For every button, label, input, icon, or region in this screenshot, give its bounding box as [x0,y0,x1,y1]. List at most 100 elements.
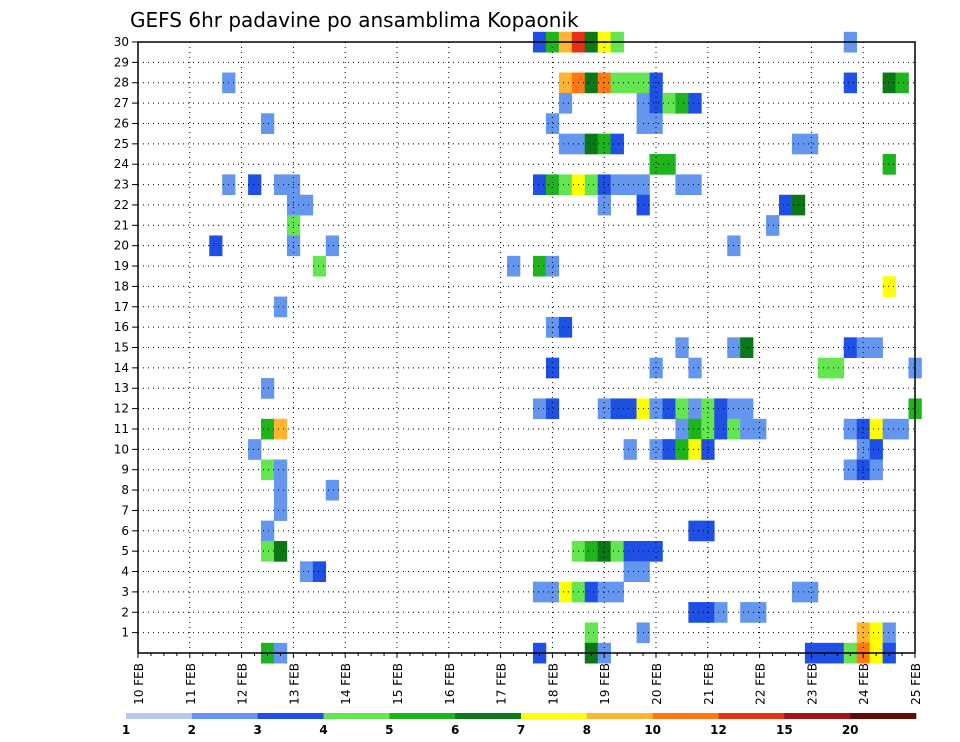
cell-17 [843,72,858,94]
cell-95 [662,398,676,420]
cell-48 [584,174,599,196]
cell-72 [273,296,288,318]
cell-29 [649,113,663,134]
cell-147 [312,561,327,583]
cell-154 [584,581,599,603]
cell-44 [532,174,547,196]
cell-9 [558,72,573,94]
cell-132 [325,479,340,501]
cell-22 [649,92,663,114]
cell-23 [662,92,676,114]
colorbar-label-5: 5 [385,723,393,737]
cell-71 [882,276,896,297]
colorbar-swatch-3 [323,713,390,719]
y-tick-label-14: 14 [114,361,129,375]
cell-148 [623,561,637,583]
cell-131 [273,479,288,501]
cell-25 [688,92,702,114]
cell-136 [701,520,715,542]
cell-45 [545,174,560,196]
y-tick-label-12: 12 [114,402,129,416]
y-tick-label-13: 13 [114,381,129,395]
cell-107 [701,418,715,440]
cell-118 [623,439,637,460]
x-tick-label: 23 FEB [805,663,819,705]
cell-98 [701,398,715,420]
cell-11 [584,72,599,94]
cell-13 [610,72,624,94]
cell-119 [649,439,663,460]
y-tick-label-26: 26 [114,116,129,130]
cell-92 [623,398,637,420]
cell-156 [610,581,624,603]
y-tick-label-24: 24 [114,157,129,171]
cell-121 [675,439,689,460]
colorbar-swatch-11 [850,713,917,719]
cell-103 [261,418,275,440]
cell-89 [545,398,560,420]
y-tick-label-7: 7 [121,503,129,517]
cell-150 [532,581,547,603]
x-tick-label: 25 FEB [909,663,923,705]
cell-106 [688,418,702,440]
cell-26 [261,113,275,134]
colorbar-label-2: 2 [188,723,196,737]
cell-122 [688,439,702,460]
y-tick-label-3: 3 [121,585,129,599]
cell-67 [312,255,327,277]
cell-146 [299,561,314,583]
cell-33 [597,133,611,155]
colorbar-swatch-10 [784,713,851,719]
cell-74 [558,316,573,338]
x-tick-label: 14 FEB [339,663,353,705]
cell-123 [701,439,715,460]
y-tick-label-30: 30 [114,35,129,49]
cell-14 [623,72,637,94]
y-tick-label-28: 28 [114,76,129,90]
y-tick-label-19: 19 [114,259,129,273]
cell-126 [261,459,275,481]
y-tick-label-22: 22 [114,198,129,212]
x-tick-label: 15 FEB [391,663,405,705]
y-tick-label-18: 18 [114,279,129,293]
colorbar-label-3: 3 [253,723,261,737]
colorbar-swatch-1 [191,713,258,719]
cell-140 [584,540,599,562]
cell-111 [753,418,767,440]
colorbar-label-20: 20 [842,723,859,737]
colorbar-label-1: 1 [122,723,130,737]
cell-162 [740,602,754,623]
cell-91 [610,398,624,420]
x-tick-label: 10 FEB [132,663,146,705]
cell-19 [895,72,909,94]
y-tick-label-2: 2 [121,605,129,619]
cell-18 [882,72,896,94]
cell-82 [649,357,663,379]
colorbar-label-7: 7 [517,723,525,737]
y-tick-label-25: 25 [114,137,129,151]
cell-27 [545,113,560,134]
colorbar-swatch-0 [126,713,193,719]
cell-84 [817,357,832,379]
cell-49 [597,174,611,196]
cell-20 [558,92,573,114]
colorbar-label-15: 15 [776,723,793,737]
cell-88 [532,398,547,420]
colorbar: 1 2 3 4 5 6 7 8 10 12 15 20 [122,713,917,737]
cell-62 [766,215,780,236]
colorbar-label-12: 12 [710,723,727,737]
cell-54 [688,174,702,196]
cell-168 [882,622,896,644]
cell-65 [325,235,340,257]
cell-56 [299,194,314,216]
colorbar-label-4: 4 [319,723,327,737]
cell-36 [804,133,819,155]
cell-105 [675,418,689,440]
x-tick-label: 22 FEB [754,663,768,705]
cell-69 [532,255,547,277]
cell-167 [869,622,883,644]
cell-101 [740,398,754,420]
cell-37 [649,154,663,175]
cell-125 [869,439,883,460]
